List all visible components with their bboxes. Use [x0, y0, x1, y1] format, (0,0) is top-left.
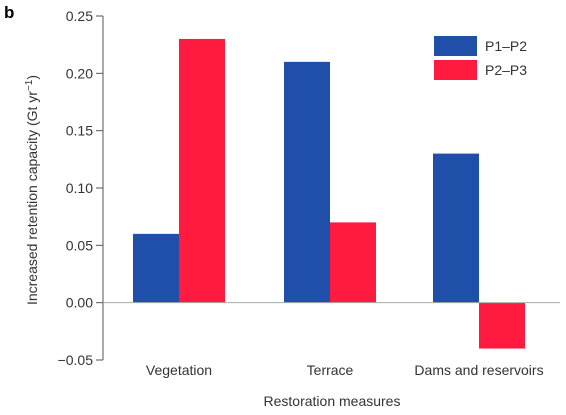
- panel-label: b: [4, 3, 14, 22]
- bar-dams-and-reservoirs-series-1: [433, 153, 479, 303]
- y-tick-label: 0.10: [66, 180, 93, 196]
- legend-label: P2–P3: [485, 62, 527, 78]
- legend-swatch: [434, 60, 477, 80]
- y-axis-title-end: ): [24, 75, 40, 80]
- y-axis-title-sup: −1: [24, 79, 35, 91]
- legend: P1–P2 P2–P3: [434, 36, 527, 80]
- y-tick-label: 0.00: [66, 295, 93, 311]
- y-tick-label: 0.25: [66, 8, 93, 24]
- y-tick-label: 0.05: [66, 237, 93, 253]
- bar-dams-and-reservoirs-series-2: [479, 302, 525, 349]
- bar-terrace-series-1: [284, 61, 330, 303]
- x-category-label: Vegetation: [146, 362, 212, 378]
- y-axis-title: Increased retention capacity (Gt yr−1): [24, 75, 40, 305]
- x-category-labels: Vegetation Terrace Dams and reservoirs: [146, 362, 544, 378]
- bar-vegetation-series-1: [133, 233, 179, 303]
- bars-group: [133, 38, 525, 349]
- y-tick-label: 0.15: [66, 123, 93, 139]
- y-tick-label: −0.05: [58, 352, 94, 368]
- y-ticks-group: −0.05 0.00 0.05 0.10 0.15 0.20 0.25: [58, 8, 103, 368]
- x-axis-title: Restoration measures: [264, 393, 401, 409]
- bar-vegetation-series-2: [179, 38, 225, 303]
- x-category-label: Terrace: [307, 362, 354, 378]
- y-tick-label: 0.20: [66, 65, 93, 81]
- y-axis-title-main: Increased retention capacity (Gt yr: [24, 91, 40, 305]
- bar-terrace-series-2: [330, 222, 376, 303]
- x-category-label: Dams and reservoirs: [414, 362, 543, 378]
- legend-swatch: [434, 36, 477, 56]
- legend-label: P1–P2: [485, 38, 527, 54]
